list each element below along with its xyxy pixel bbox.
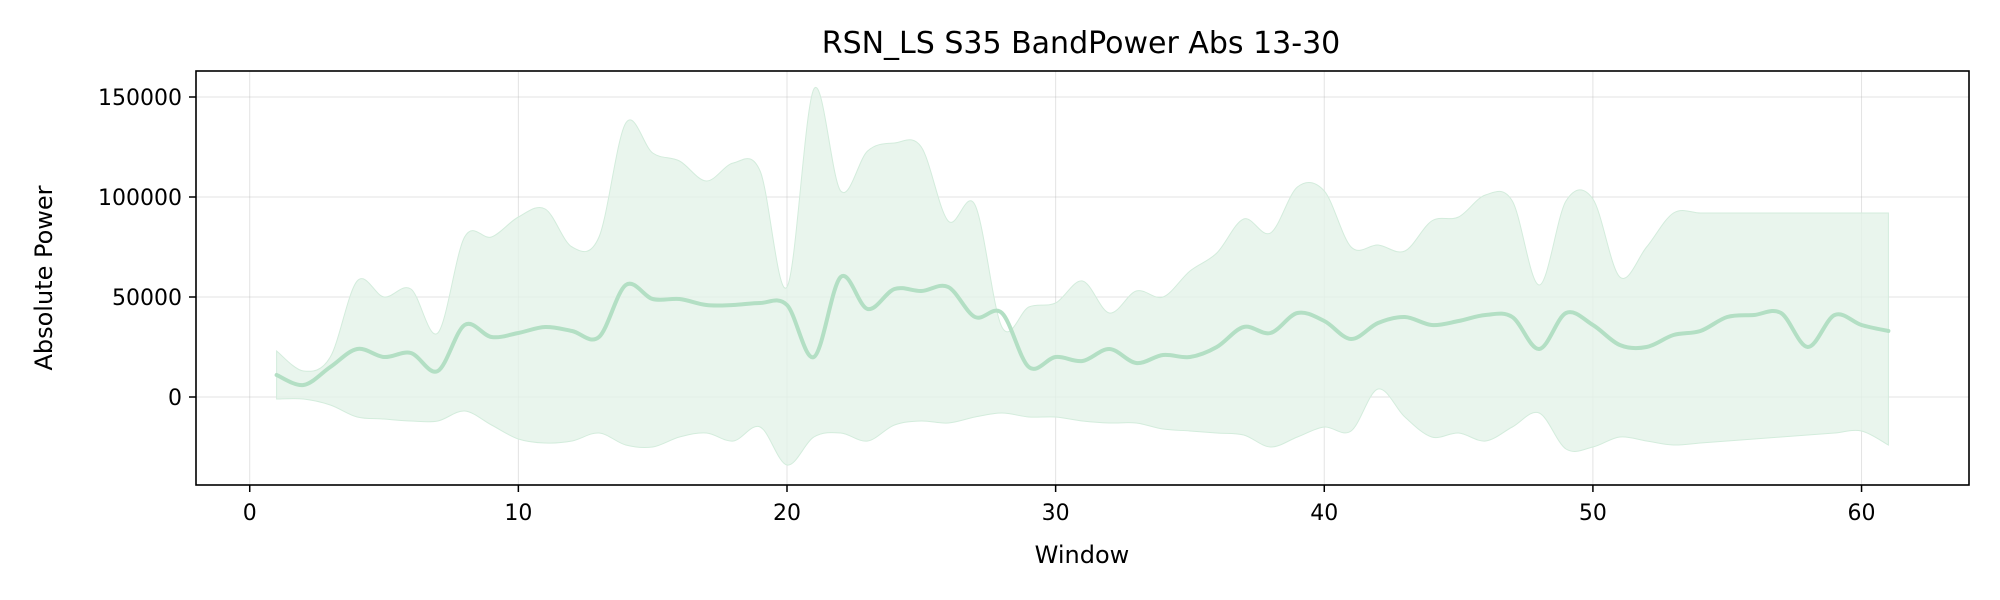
confidence-band [276, 86, 1889, 466]
y-tick-label: 150000 [98, 86, 182, 111]
y-tick-label: 50000 [112, 286, 182, 311]
y-axis-title: Absolute Power [30, 185, 58, 370]
y-tick-label: 0 [168, 386, 182, 411]
x-tick-label: 40 [1310, 501, 1338, 526]
x-tick-label: 30 [1042, 501, 1070, 526]
x-axis: 0 10 20 30 40 50 60 [243, 485, 1876, 526]
line-layer [274, 273, 1891, 388]
mean-line [274, 273, 1891, 388]
x-tick-label: 0 [243, 501, 257, 526]
x-tick-label: 50 [1579, 501, 1607, 526]
x-tick-label: 60 [1848, 501, 1876, 526]
x-tick-label: 10 [504, 501, 532, 526]
x-tick-label: 20 [773, 501, 801, 526]
band-layer [276, 86, 1889, 466]
y-tick-label: 100000 [98, 186, 182, 211]
x-axis-title: Window [1035, 541, 1130, 569]
y-axis: 0 50000 100000 150000 [98, 86, 196, 411]
chart-title: RSN_LS S35 BandPower Abs 13-30 [822, 26, 1341, 61]
plot-frame [195, 70, 1970, 486]
